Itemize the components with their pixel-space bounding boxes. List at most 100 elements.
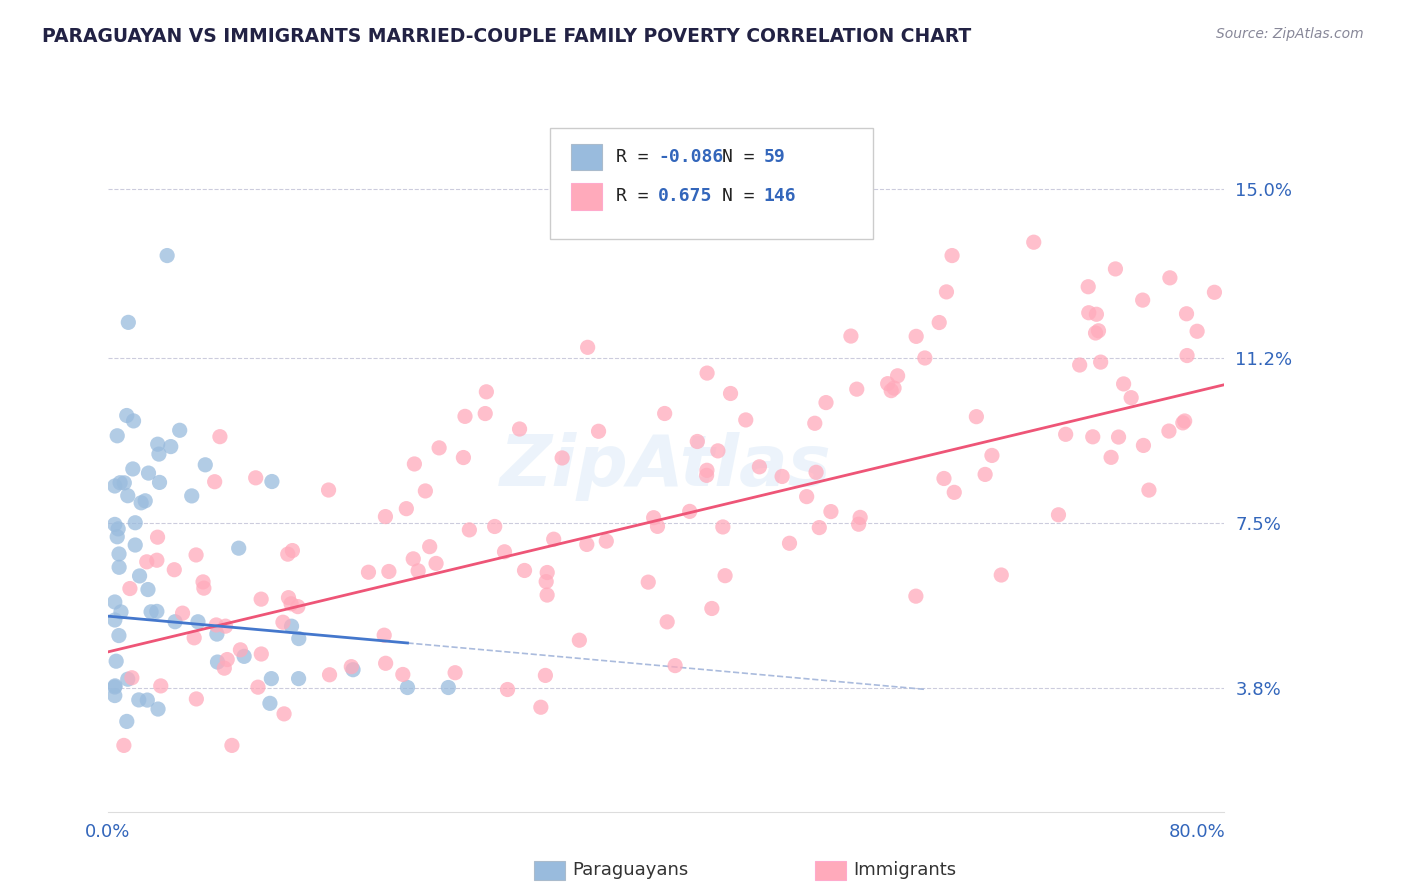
Point [1077,279,1099,293]
Point [277,591,299,605]
Point [848,517,870,532]
Point [779,536,801,550]
Point [392,667,415,681]
Point [1084,326,1107,340]
Point [530,700,553,714]
Text: R =: R = [616,187,659,205]
Point [484,519,506,533]
Point [191,574,214,589]
Point [664,658,686,673]
Point [496,682,519,697]
Point [180,489,202,503]
Text: ZipAtlas: ZipAtlas [501,433,832,501]
Point [288,632,311,646]
Point [883,381,905,395]
Point [1175,307,1198,321]
Point [357,566,380,580]
Point [904,589,927,603]
Point [138,466,160,480]
Point [402,552,425,566]
Point [980,449,1002,463]
Point [107,522,129,536]
Point [129,496,152,510]
Text: PARAGUAYAN VS IMMIGRANTS MARRIED-COUPLE FAMILY POVERTY CORRELATION CHART: PARAGUAYAN VS IMMIGRANTS MARRIED-COUPLE … [42,27,972,45]
Point [217,652,239,666]
Point [1204,285,1226,300]
Point [1069,358,1091,372]
Point [714,568,737,582]
Point [1081,430,1104,444]
Point [342,663,364,677]
Point [1047,508,1070,522]
Point [536,566,558,580]
Point [647,519,669,533]
Point [686,434,709,449]
Point [444,665,467,680]
Point [117,315,139,329]
Point [696,468,718,483]
Text: N =: N = [721,187,765,205]
Point [453,450,475,465]
Point [128,569,150,583]
Point [186,692,208,706]
Point [796,490,818,504]
Point [207,655,229,669]
Point [250,592,273,607]
Point [245,471,267,485]
Point [886,368,908,383]
Point [172,606,194,620]
Point [425,557,447,571]
Point [657,615,679,629]
Point [146,530,169,544]
Point [595,534,617,549]
Point [104,479,127,493]
Point [643,510,665,524]
Point [845,382,868,396]
Point [273,706,295,721]
Point [136,693,159,707]
Point [124,538,146,552]
Point [839,329,862,343]
Point [1132,293,1154,307]
Point [748,459,770,474]
Point [146,604,169,618]
Point [1159,270,1181,285]
Point [214,619,236,633]
Point [105,654,128,668]
Point [637,575,659,590]
Point [115,714,138,729]
Point [122,414,145,428]
Point [118,582,141,596]
Point [588,424,610,438]
Point [654,407,676,421]
Point [214,661,236,675]
Point [576,340,599,354]
Point [734,413,756,427]
Point [1085,307,1108,321]
Text: Immigrants: Immigrants [853,861,956,879]
Point [136,582,159,597]
Point [280,619,302,633]
Point [711,520,734,534]
Point [568,633,591,648]
Text: 59: 59 [763,148,786,166]
Point [104,680,127,694]
Point [112,475,135,490]
Point [110,605,132,619]
Point [139,605,162,619]
Point [108,475,131,490]
Point [458,523,481,537]
Point [169,423,191,437]
Point [415,483,437,498]
Text: N =: N = [721,148,765,166]
Point [974,467,997,482]
Point [104,613,127,627]
Point [221,739,243,753]
Point [184,548,207,562]
Point [146,553,169,567]
Point [183,631,205,645]
Point [534,574,557,589]
Point [1112,376,1135,391]
Point [395,501,418,516]
Point [159,440,181,454]
